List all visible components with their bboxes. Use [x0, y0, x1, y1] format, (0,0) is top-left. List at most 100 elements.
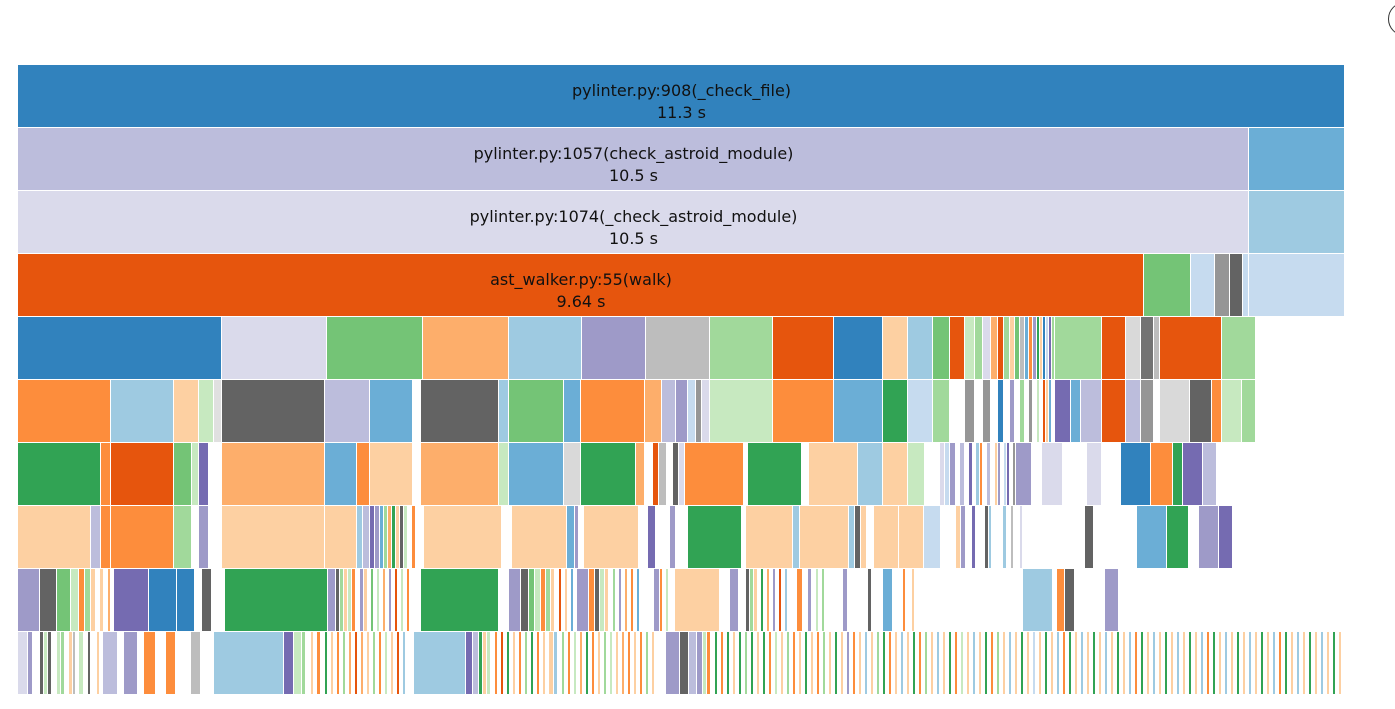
- frame-block-r7-c17[interactable]: [392, 506, 395, 568]
- frame-block-r9-c344[interactable]: [1342, 632, 1344, 694]
- frame-block-r5-c26[interactable]: [950, 380, 964, 442]
- frame-block-r7-c42[interactable]: [800, 506, 848, 568]
- frame-block-r5-c29[interactable]: [983, 380, 990, 442]
- frame-block-r6-c50[interactable]: [1007, 443, 1009, 505]
- frame-block-r9-c149[interactable]: [757, 632, 759, 694]
- frame-block-r7-c76[interactable]: [1103, 506, 1117, 568]
- frame-block-r5-c5[interactable]: [222, 380, 324, 442]
- frame-block-r4-c38[interactable]: [1222, 317, 1255, 379]
- frame-block-r8-c68[interactable]: [619, 569, 621, 631]
- frame-block-r5-c42[interactable]: [1046, 380, 1048, 442]
- frame-block-r7-c59[interactable]: [992, 506, 995, 568]
- frame-block-r9-c192[interactable]: [886, 632, 888, 694]
- frame-block-r6-c31[interactable]: [908, 443, 924, 505]
- frame-block-r0-c0[interactable]: [18, 65, 1344, 127]
- frame-block-r9-c214[interactable]: [952, 632, 954, 694]
- frame-block-r5-c19[interactable]: [702, 380, 709, 442]
- frame-block-r9-c243[interactable]: [1039, 632, 1041, 694]
- frame-block-r2-c0[interactable]: [18, 191, 1248, 253]
- frame-block-r9-c138[interactable]: [724, 632, 726, 694]
- frame-block-r8-c41[interactable]: [407, 569, 409, 631]
- frame-block-r5-c50[interactable]: [1141, 380, 1153, 442]
- frame-block-r9-c119[interactable]: [634, 632, 636, 694]
- frame-block-r5-c20[interactable]: [710, 380, 772, 442]
- frame-block-r9-c219[interactable]: [967, 632, 969, 694]
- frame-block-r9-c89[interactable]: [540, 632, 542, 694]
- frame-block-r9-c206[interactable]: [928, 632, 930, 694]
- frame-block-r9-c255[interactable]: [1075, 632, 1077, 694]
- frame-block-r9-c281[interactable]: [1153, 632, 1155, 694]
- frame-block-r9-c120[interactable]: [637, 632, 639, 694]
- frame-block-r9-c180[interactable]: [850, 632, 852, 694]
- frame-block-r9-c67[interactable]: [414, 632, 465, 694]
- frame-block-r9-c316[interactable]: [1258, 632, 1260, 694]
- frame-block-r8-c78[interactable]: [660, 569, 662, 631]
- frame-block-r9-c212[interactable]: [946, 632, 948, 694]
- frame-block-r9-c10[interactable]: [69, 632, 72, 694]
- frame-block-r7-c44[interactable]: [855, 506, 860, 568]
- frame-block-r9-c156[interactable]: [778, 632, 780, 694]
- frame-block-r9-c173[interactable]: [829, 632, 831, 694]
- frame-block-r9-c184[interactable]: [862, 632, 864, 694]
- frame-block-r9-c342[interactable]: [1336, 632, 1338, 694]
- frame-block-r9-c295[interactable]: [1195, 632, 1197, 694]
- frame-block-r9-c323[interactable]: [1279, 632, 1281, 694]
- frame-block-r8-c29[interactable]: [371, 569, 373, 631]
- frame-block-r9-c64[interactable]: [400, 632, 402, 694]
- frame-block-r8-c127[interactable]: [918, 569, 943, 631]
- frame-block-r4-c1[interactable]: [222, 317, 326, 379]
- frame-block-r5-c36[interactable]: [1025, 380, 1028, 442]
- frame-block-r6-c19[interactable]: [653, 443, 658, 505]
- frame-block-r5-c40[interactable]: [1040, 380, 1042, 442]
- frame-block-r7-c63[interactable]: [1007, 506, 1010, 568]
- frame-block-r8-c135[interactable]: [1023, 569, 1052, 631]
- frame-block-r9-c263[interactable]: [1099, 632, 1101, 694]
- frame-block-r8-c5[interactable]: [85, 569, 90, 631]
- frame-block-r8-c58[interactable]: [571, 569, 573, 631]
- frame-block-r5-c30[interactable]: [991, 380, 997, 442]
- frame-block-r5-c21[interactable]: [773, 380, 833, 442]
- frame-block-r7-c80[interactable]: [1167, 506, 1188, 568]
- frame-block-r8-c55[interactable]: [562, 569, 564, 631]
- frame-block-r9-c8[interactable]: [61, 632, 64, 694]
- frame-block-r7-c49[interactable]: [924, 506, 940, 568]
- frame-block-r7-c15[interactable]: [384, 506, 387, 568]
- frame-block-r6-c43[interactable]: [983, 443, 986, 505]
- frame-block-r4-c17[interactable]: [991, 317, 997, 379]
- frame-block-r8-c88[interactable]: [754, 569, 757, 631]
- frame-block-r9-c333[interactable]: [1309, 632, 1311, 694]
- frame-block-r5-c45[interactable]: [1055, 380, 1070, 442]
- frame-block-r9-c62[interactable]: [394, 632, 396, 694]
- frame-block-r8-c56[interactable]: [565, 569, 567, 631]
- frame-block-r9-c6[interactable]: [52, 632, 56, 694]
- frame-block-r7-c26[interactable]: [512, 506, 566, 568]
- frame-block-r9-c88[interactable]: [537, 632, 539, 694]
- frame-block-r5-c55[interactable]: [1222, 380, 1241, 442]
- frame-block-r8-c107[interactable]: [822, 569, 824, 631]
- frame-block-r9-c72[interactable]: [487, 632, 490, 694]
- frame-block-r8-c136[interactable]: [1053, 569, 1056, 631]
- frame-block-r9-c11[interactable]: [73, 632, 75, 694]
- frame-block-r6-c25[interactable]: [744, 443, 747, 505]
- frame-block-r9-c157[interactable]: [781, 632, 783, 694]
- frame-block-r5-c51[interactable]: [1154, 380, 1159, 442]
- frame-block-r8-c110[interactable]: [843, 569, 847, 631]
- frame-block-r8-c104[interactable]: [812, 569, 815, 631]
- frame-block-r9-c48[interactable]: [352, 632, 354, 694]
- frame-block-r9-c26[interactable]: [166, 632, 175, 694]
- frame-block-r7-c41[interactable]: [793, 506, 799, 568]
- frame-block-r9-c289[interactable]: [1177, 632, 1179, 694]
- frame-block-r9-c196[interactable]: [898, 632, 900, 694]
- frame-block-r7-c35[interactable]: [670, 506, 675, 568]
- frame-block-r7-c81[interactable]: [1189, 506, 1198, 568]
- frame-block-r9-c55[interactable]: [373, 632, 375, 694]
- frame-block-r7-c38[interactable]: [688, 506, 741, 568]
- frame-block-r8-c24[interactable]: [352, 569, 355, 631]
- frame-block-r9-c85[interactable]: [528, 632, 530, 694]
- frame-block-r9-c258[interactable]: [1084, 632, 1086, 694]
- frame-block-r9-c305[interactable]: [1225, 632, 1227, 694]
- frame-block-r8-c116[interactable]: [872, 569, 875, 631]
- frame-block-r9-c211[interactable]: [943, 632, 945, 694]
- frame-block-r9-c331[interactable]: [1303, 632, 1305, 694]
- frame-block-r6-c0[interactable]: [18, 443, 100, 505]
